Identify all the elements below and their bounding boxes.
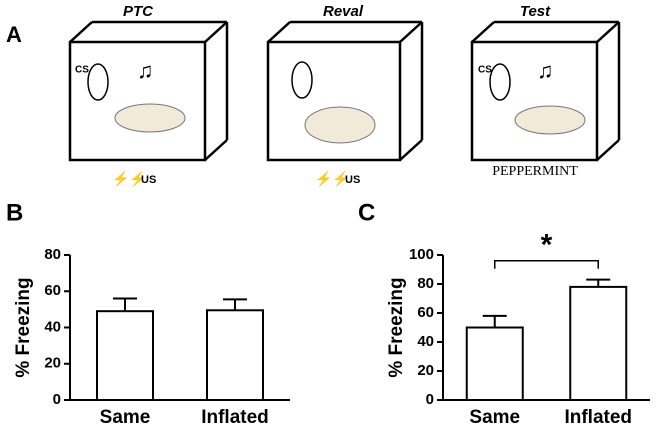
y-tick-label: 100 <box>409 246 434 263</box>
svg-text:♫: ♫ <box>137 58 154 83</box>
condition-title: Reval <box>323 3 364 20</box>
x-tick-label: Inflated <box>201 407 269 428</box>
condition-title: Test <box>520 3 551 20</box>
chamber: ♫ <box>68 20 229 162</box>
shock-icon: ⚡⚡ <box>315 171 350 188</box>
y-tick-label: 60 <box>44 282 61 299</box>
x-tick-label: Same <box>469 407 520 428</box>
y-tick-label: 20 <box>44 355 61 372</box>
y-tick-label: 80 <box>417 275 434 292</box>
shock-icon: ⚡⚡ <box>112 171 147 188</box>
x-tick-label: Inflated <box>564 407 632 428</box>
y-tick-label: 0 <box>426 391 434 408</box>
chamber: ♫ <box>470 20 621 162</box>
y-tick-label: 0 <box>53 391 61 408</box>
bar <box>569 285 628 401</box>
y-tick-label: 40 <box>44 318 61 335</box>
condition-title: PTC <box>123 3 154 20</box>
cs-label: CS <box>478 65 492 76</box>
y-tick-label: 40 <box>417 333 434 350</box>
svg-text:♫: ♫ <box>537 58 554 83</box>
y-tick-label: 80 <box>44 246 61 263</box>
panel-label: B <box>6 199 23 226</box>
odor-label: PEPPERMINT <box>492 164 578 179</box>
y-axis-label: % Freezing <box>386 277 407 377</box>
us-label: US <box>345 174 360 186</box>
y-tick-label: 20 <box>417 362 434 379</box>
significance-label: * <box>541 229 553 262</box>
bar <box>96 310 154 401</box>
y-tick-label: 60 <box>417 304 434 321</box>
significance-bracket <box>494 260 599 269</box>
x-tick-label: Same <box>100 407 151 428</box>
us-label: US <box>141 174 156 186</box>
y-axis-label: % Freezing <box>13 277 34 377</box>
panel-label: C <box>358 199 375 226</box>
panel-label: A <box>6 22 22 47</box>
cs-label: CS <box>75 65 89 76</box>
chamber <box>266 20 424 162</box>
bar <box>465 326 524 401</box>
bar <box>206 309 264 401</box>
